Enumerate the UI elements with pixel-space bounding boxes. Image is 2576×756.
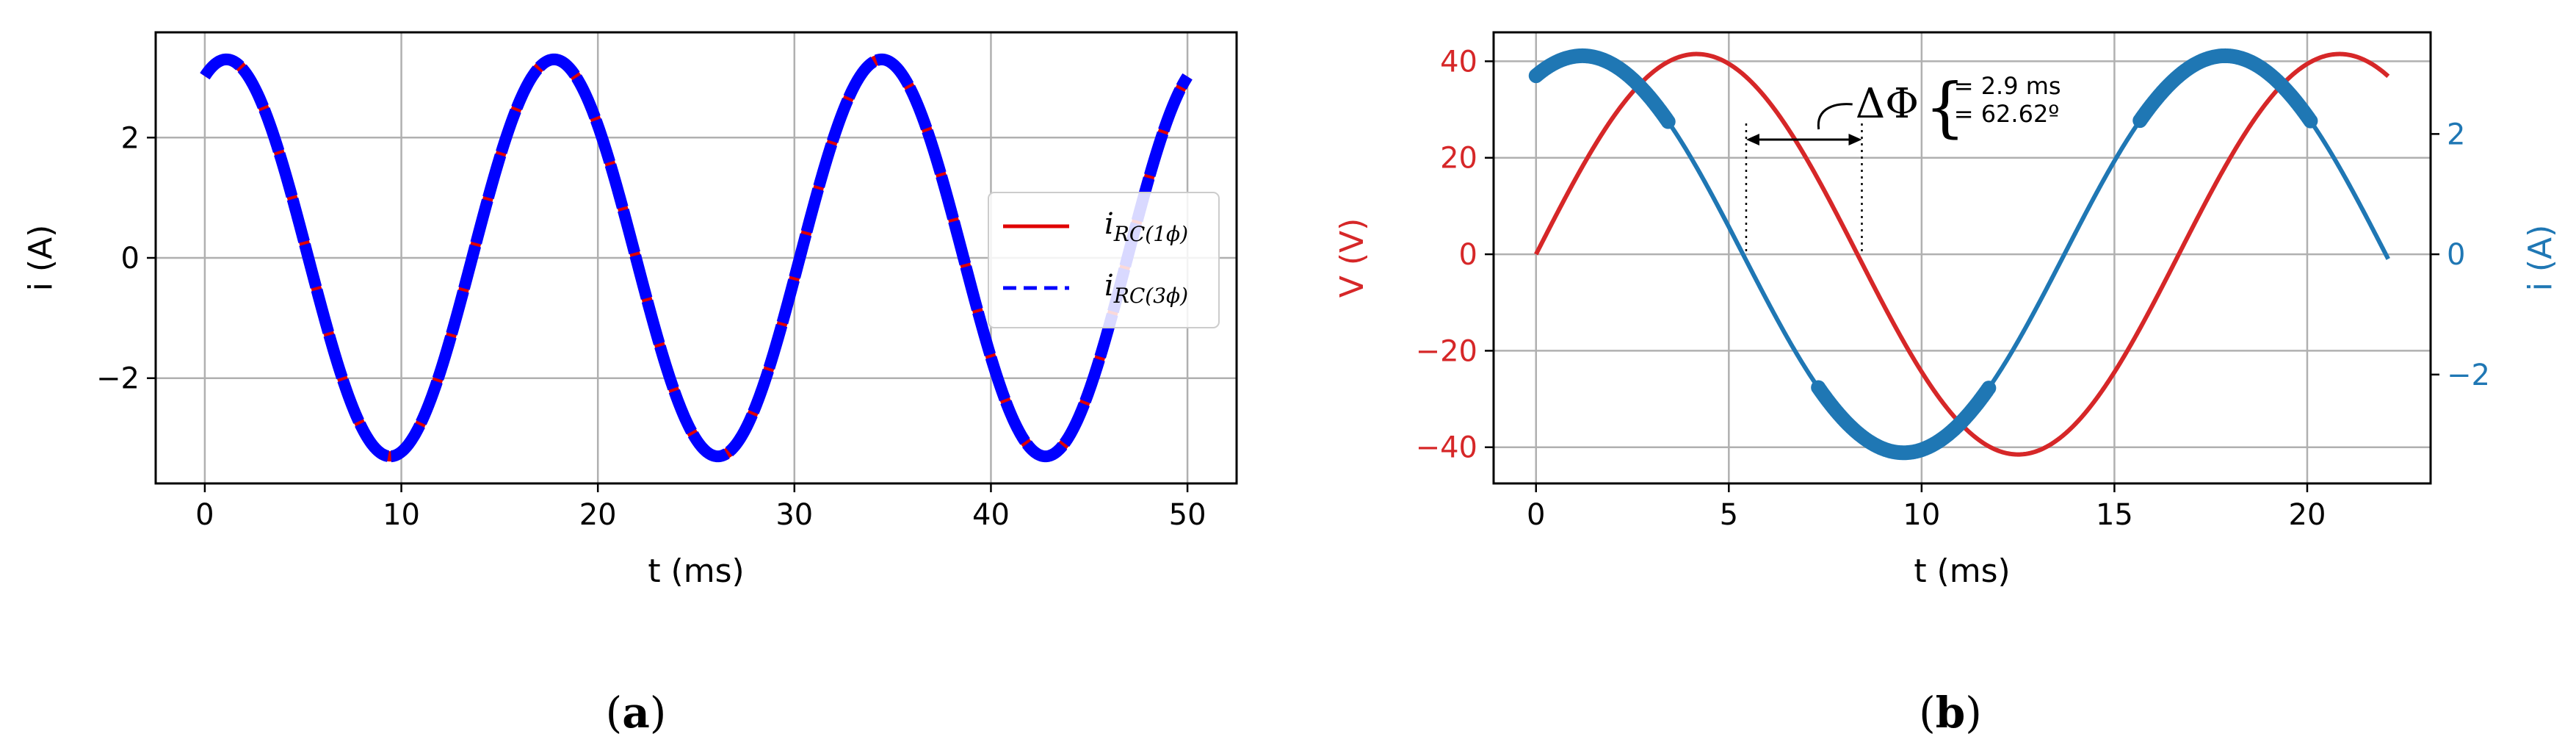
x-tick-label-b: 10 — [1903, 498, 1940, 532]
x-axis-label-a: t (ms) — [648, 552, 744, 590]
y-tick-label-left-b: 20 — [1440, 142, 1477, 176]
annotation-brace: { — [1925, 69, 1966, 145]
y-ticks-right-b: −2 0 2 — [2431, 118, 2490, 392]
y-tick-label-left-b: 40 — [1440, 45, 1477, 79]
series-current-peak-band — [1528, 48, 2318, 461]
y-tick-label-right-b: −2 — [2447, 359, 2490, 392]
caption-a: (a) — [606, 688, 667, 738]
y-tick-label-a: 0 — [121, 242, 140, 276]
annotation-arrowhead-right — [1848, 134, 1862, 145]
x-axis-label-b: t (ms) — [1914, 552, 2010, 590]
x-tick-label-b: 0 — [1527, 498, 1545, 532]
caption-b: (b) — [1919, 688, 1982, 738]
y-tick-label-left-b: 0 — [1459, 238, 1477, 272]
x-tick-label-a: 30 — [775, 498, 813, 532]
plot-frame-b — [1492, 31, 2432, 485]
phase-annotation: ΔΦ { = 2.9 ms = 62.62º — [1745, 69, 2061, 251]
y-axis-label-right-b: i (A) — [2522, 225, 2559, 292]
series-a — [200, 53, 1193, 463]
series-b — [1528, 48, 2390, 461]
series-line-3phase — [200, 53, 1193, 463]
x-ticks-b: 0 5 10 15 20 — [1527, 483, 2326, 532]
x-tick-label-a: 40 — [972, 498, 1010, 532]
x-tick-label-a: 0 — [195, 498, 214, 532]
legend-label-3phase: iRC(3ϕ) — [1104, 269, 1188, 308]
x-ticks-a: 0 10 20 30 40 50 — [195, 483, 1206, 532]
x-tick-label-a: 50 — [1169, 498, 1206, 532]
annotation-delta-phi: ΔΦ — [1856, 80, 1919, 128]
annotation-pointer-curve — [1817, 103, 1853, 130]
panel-a: 0 10 20 30 40 50 −2 0 2 t (ms) i (A) iRC(1ϕ) iR… — [22, 31, 1238, 738]
y-tick-label-left-b: −20 — [1416, 334, 1477, 368]
y-tick-label-right-b: 0 — [2447, 238, 2465, 272]
legend-label-1phase: iRC(1ϕ) — [1104, 207, 1188, 246]
grid-b — [1494, 32, 2431, 483]
y-ticks-a: −2 0 2 — [96, 121, 156, 396]
y-tick-label-left-b: −40 — [1416, 431, 1477, 465]
x-tick-label-b: 15 — [2096, 498, 2133, 532]
x-tick-label-a: 10 — [383, 498, 420, 532]
annotation-time-shift: = 2.9 ms — [1954, 72, 2061, 100]
y-tick-label-a: −2 — [96, 362, 140, 396]
y-tick-label-a: 2 — [121, 121, 140, 155]
x-tick-label-b: 5 — [1720, 498, 1738, 532]
y-axis-label-a: i (A) — [22, 225, 59, 292]
y-ticks-left-b: −40 −20 0 20 40 — [1416, 45, 1494, 465]
annotation-phase-angle: = 62.62º — [1954, 100, 2060, 128]
legend-a: iRC(1ϕ) iRC(3ϕ) — [988, 192, 1220, 328]
y-axis-label-left-b: V (V) — [1334, 218, 1371, 298]
y-tick-label-right-b: 2 — [2447, 118, 2465, 151]
annotation-arrowhead-left — [1745, 134, 1759, 145]
x-tick-label-b: 20 — [2289, 498, 2326, 532]
x-tick-label-a: 20 — [579, 498, 617, 532]
